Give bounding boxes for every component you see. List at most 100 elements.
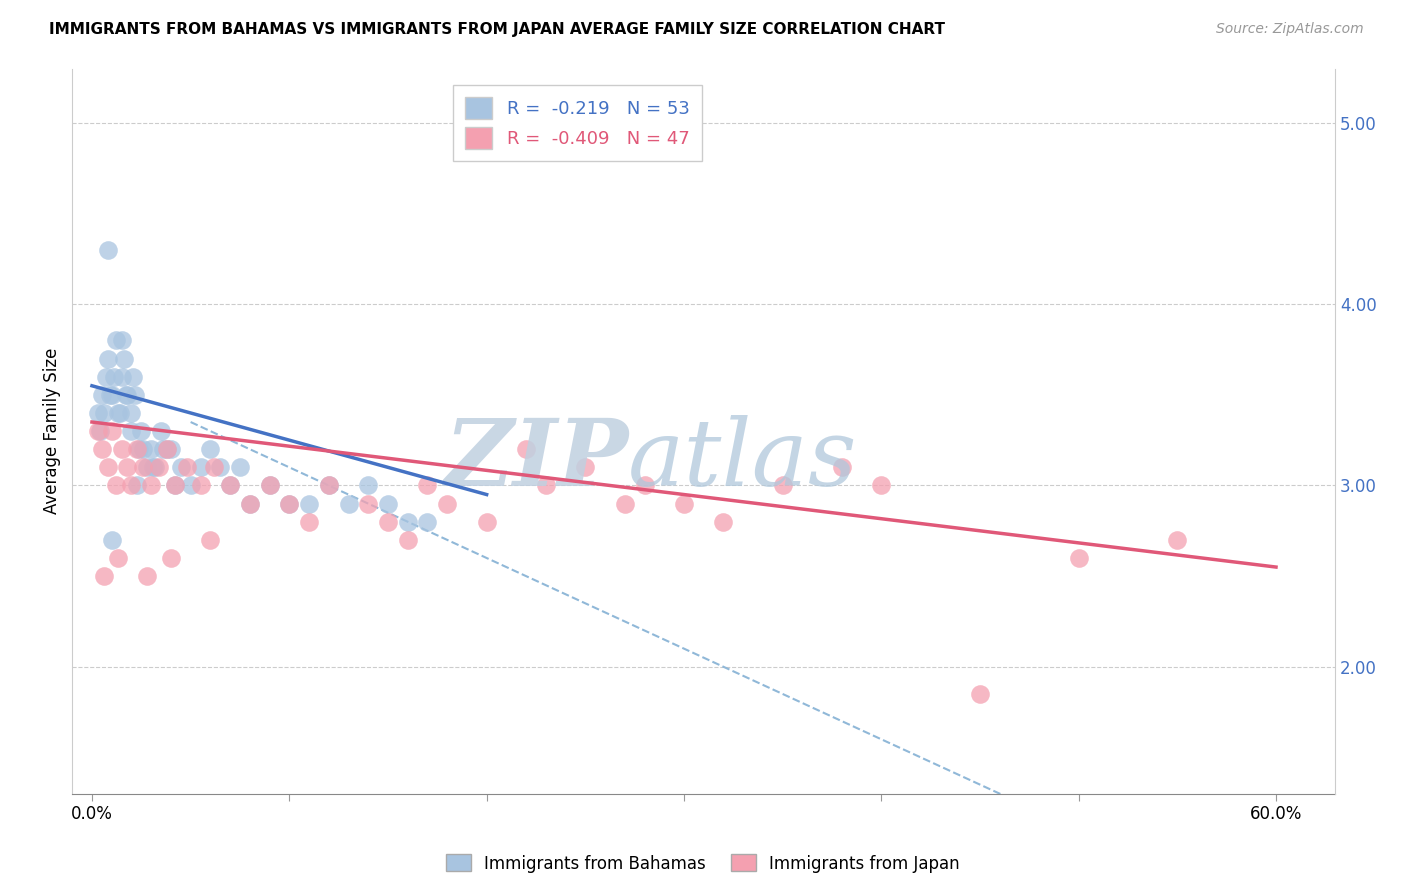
Point xyxy=(357,478,380,492)
Point xyxy=(713,515,735,529)
Point xyxy=(97,351,120,366)
Point xyxy=(89,424,111,438)
Point xyxy=(112,351,135,366)
Point xyxy=(110,369,132,384)
Point xyxy=(396,515,419,529)
Point xyxy=(475,515,498,529)
Point xyxy=(103,369,125,384)
Point xyxy=(150,424,173,438)
Point xyxy=(163,478,186,492)
Point xyxy=(124,388,146,402)
Point xyxy=(156,442,179,457)
Y-axis label: Average Family Size: Average Family Size xyxy=(44,348,60,515)
Point xyxy=(202,460,225,475)
Point xyxy=(90,442,112,457)
Point xyxy=(239,497,262,511)
Point xyxy=(219,478,242,492)
Point xyxy=(100,533,122,547)
Point xyxy=(100,388,122,402)
Point xyxy=(298,497,321,511)
Point xyxy=(93,569,115,583)
Point xyxy=(772,478,794,492)
Text: ZIP: ZIP xyxy=(444,415,628,505)
Point xyxy=(209,460,232,475)
Point xyxy=(129,424,152,438)
Point xyxy=(148,460,170,475)
Point xyxy=(110,334,132,348)
Point xyxy=(117,388,139,402)
Point xyxy=(200,533,222,547)
Point xyxy=(416,515,439,529)
Point xyxy=(107,406,129,420)
Point xyxy=(160,551,183,566)
Point xyxy=(98,388,121,402)
Point xyxy=(104,478,127,492)
Point xyxy=(219,478,242,492)
Point xyxy=(163,478,186,492)
Point xyxy=(377,497,399,511)
Point xyxy=(416,478,439,492)
Point xyxy=(160,442,183,457)
Point xyxy=(132,460,155,475)
Legend: R =  -0.219   N = 53, R =  -0.409   N = 47: R = -0.219 N = 53, R = -0.409 N = 47 xyxy=(453,85,702,161)
Point xyxy=(94,369,117,384)
Point xyxy=(120,478,142,492)
Point xyxy=(1166,533,1188,547)
Point xyxy=(136,460,159,475)
Point xyxy=(156,442,179,457)
Point xyxy=(229,460,252,475)
Point xyxy=(436,497,458,511)
Point xyxy=(100,424,122,438)
Point xyxy=(337,497,360,511)
Point xyxy=(239,497,262,511)
Point xyxy=(114,388,136,402)
Point xyxy=(136,569,159,583)
Point xyxy=(672,497,695,511)
Point xyxy=(143,460,166,475)
Point xyxy=(93,406,115,420)
Point xyxy=(127,442,149,457)
Point xyxy=(574,460,596,475)
Point xyxy=(128,442,150,457)
Text: Source: ZipAtlas.com: Source: ZipAtlas.com xyxy=(1216,22,1364,37)
Point xyxy=(87,424,110,438)
Point xyxy=(278,497,301,511)
Point xyxy=(190,460,212,475)
Text: atlas: atlas xyxy=(628,415,858,505)
Point xyxy=(176,460,198,475)
Point xyxy=(141,442,163,457)
Point xyxy=(97,243,120,257)
Point xyxy=(969,687,991,701)
Point xyxy=(190,478,212,492)
Point xyxy=(141,478,163,492)
Point xyxy=(87,406,110,420)
Point xyxy=(132,442,155,457)
Point xyxy=(613,497,636,511)
Point xyxy=(259,478,281,492)
Point xyxy=(318,478,340,492)
Point xyxy=(1067,551,1090,566)
Point xyxy=(318,478,340,492)
Point xyxy=(200,442,222,457)
Point xyxy=(90,388,112,402)
Point xyxy=(180,478,202,492)
Point xyxy=(142,460,165,475)
Point xyxy=(127,478,149,492)
Point xyxy=(534,478,557,492)
Point xyxy=(870,478,893,492)
Point xyxy=(107,551,129,566)
Point xyxy=(357,497,380,511)
Point xyxy=(396,533,419,547)
Point xyxy=(515,442,537,457)
Point xyxy=(298,515,321,529)
Legend: Immigrants from Bahamas, Immigrants from Japan: Immigrants from Bahamas, Immigrants from… xyxy=(439,847,967,880)
Point xyxy=(108,406,131,420)
Point xyxy=(259,478,281,492)
Point xyxy=(120,424,142,438)
Point xyxy=(97,460,120,475)
Point xyxy=(831,460,853,475)
Point xyxy=(377,515,399,529)
Point xyxy=(117,460,139,475)
Point xyxy=(170,460,193,475)
Point xyxy=(633,478,655,492)
